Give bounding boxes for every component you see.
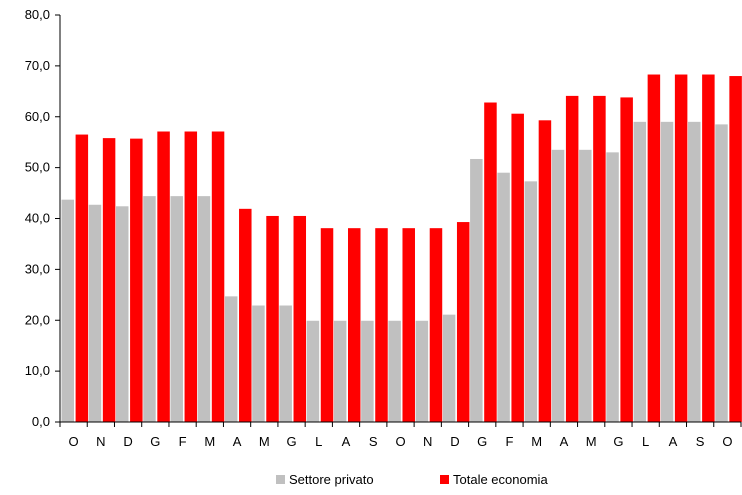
x-tick-label: N — [423, 434, 432, 449]
bar-settore-privato — [279, 305, 292, 422]
bar-totale-economia — [130, 138, 143, 422]
legend-label-settore-privato: Settore privato — [289, 472, 374, 487]
bars — [61, 74, 742, 423]
x-tick-label: O — [395, 434, 405, 449]
y-tick-label: 40,0 — [25, 211, 50, 226]
y-tick-label: 80,0 — [25, 7, 50, 22]
bar-settore-privato — [606, 152, 619, 423]
bar-totale-economia — [729, 76, 742, 423]
bar-settore-privato — [143, 196, 156, 422]
bar-settore-privato — [88, 204, 102, 422]
x-tick-label: S — [369, 434, 378, 449]
x-tick-label: L — [642, 434, 649, 449]
bar-totale-economia — [593, 95, 606, 422]
x-tick-label: M — [531, 434, 542, 449]
bar-settore-privato — [415, 320, 429, 422]
bar-totale-economia — [702, 74, 715, 423]
x-tick-label: G — [286, 434, 296, 449]
x-tick-label: F — [179, 434, 187, 449]
y-tick-label: 50,0 — [25, 160, 50, 175]
x-tick-label: S — [696, 434, 705, 449]
bar-settore-privato — [333, 320, 347, 422]
bar-settore-privato — [115, 206, 129, 422]
bar-settore-privato — [579, 149, 592, 422]
bar-totale-economia — [184, 131, 198, 422]
x-tick-label: N — [96, 434, 105, 449]
legend-label-totale-economia: Totale economia — [453, 472, 548, 487]
bar-totale-economia — [647, 74, 661, 423]
x-tick-label: A — [669, 434, 678, 449]
bar-settore-privato — [524, 181, 538, 422]
bar-totale-economia — [293, 215, 307, 422]
bar-totale-economia — [538, 120, 552, 422]
bar-totale-economia — [565, 95, 579, 422]
legend: Settore privato Totale economia — [276, 472, 548, 487]
x-tick-label: M — [259, 434, 270, 449]
bar-settore-privato — [442, 314, 456, 422]
bar-totale-economia — [320, 228, 334, 422]
x-tick-label: D — [450, 434, 459, 449]
axes — [59, 15, 741, 423]
legend-swatch-settore-privato — [276, 475, 285, 484]
x-tick-label: G — [613, 434, 623, 449]
bar-totale-economia — [102, 138, 116, 422]
bar-settore-privato — [170, 196, 183, 422]
legend-swatch-totale-economia — [440, 475, 449, 484]
bar-settore-privato — [470, 158, 483, 423]
bar-totale-economia — [375, 228, 388, 422]
bar-settore-privato — [61, 199, 74, 422]
x-tick-label: A — [342, 434, 351, 449]
y-tick-label: 60,0 — [25, 109, 50, 124]
bar-settore-privato — [224, 296, 238, 422]
bar-totale-economia — [456, 222, 470, 422]
bar-settore-privato — [715, 124, 728, 422]
y-tick-label: 0,0 — [32, 414, 50, 429]
bar-totale-economia — [484, 102, 497, 422]
bar-totale-economia — [211, 131, 225, 422]
bar-totale-economia — [239, 208, 252, 422]
x-tick-label: A — [233, 434, 242, 449]
bar-totale-economia — [75, 134, 89, 422]
bar-settore-privato — [361, 320, 374, 422]
y-tick-label: 70,0 — [25, 58, 50, 73]
bar-settore-privato — [197, 196, 211, 422]
bar-totale-economia — [266, 215, 279, 422]
bar-totale-economia — [157, 131, 170, 422]
x-tick-label: M — [204, 434, 215, 449]
x-tick-label: D — [123, 434, 132, 449]
bar-settore-privato — [633, 121, 647, 422]
y-tick-label: 30,0 — [25, 261, 50, 276]
y-tick-label: 10,0 — [25, 363, 50, 378]
bar-totale-economia — [429, 228, 443, 422]
bar-settore-privato — [497, 172, 510, 422]
x-tick-label: O — [722, 434, 732, 449]
x-tick-label: L — [315, 434, 322, 449]
bar-totale-economia — [674, 74, 688, 423]
x-tick-label: G — [477, 434, 487, 449]
bar-settore-privato — [551, 149, 565, 422]
y-tick-label: 20,0 — [25, 312, 50, 327]
x-tick-label: F — [505, 434, 513, 449]
bar-settore-privato — [660, 121, 674, 422]
x-tick-label: O — [69, 434, 79, 449]
x-tick-label: M — [586, 434, 597, 449]
bar-totale-economia — [511, 113, 524, 422]
y-axis-ticks: 0,0 10,0 20,0 30,0 40,0 50,0 60,0 70,0 80,0 — [25, 7, 60, 429]
bar-settore-privato — [688, 121, 701, 422]
bar-totale-economia — [348, 228, 361, 422]
bar-totale-economia — [402, 228, 415, 422]
x-tick-label: A — [560, 434, 569, 449]
bar-totale-economia — [620, 97, 633, 423]
bar-settore-privato — [388, 320, 401, 422]
bar-settore-privato — [252, 305, 265, 422]
x-tick-label: G — [150, 434, 160, 449]
bar-settore-privato — [306, 320, 320, 422]
